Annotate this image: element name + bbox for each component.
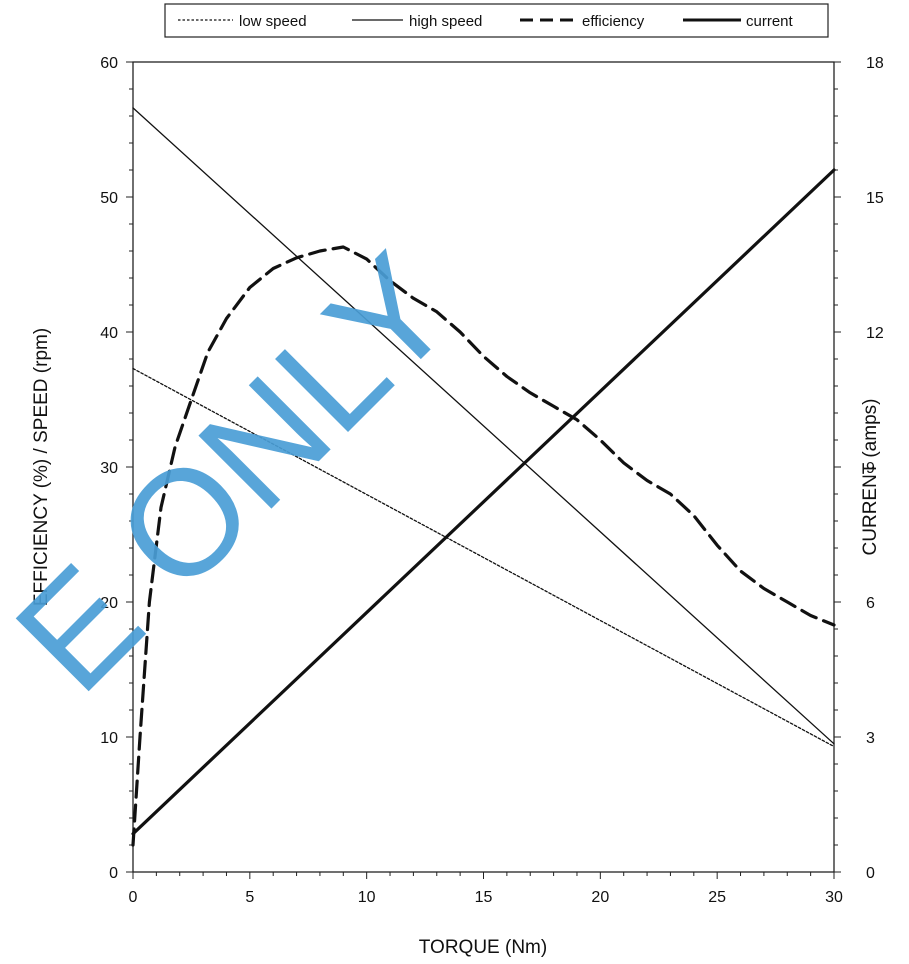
y-left-tick-label: 30 [100, 460, 118, 477]
y-right-tick-label: 15 [866, 190, 884, 207]
legend-label-current: current [746, 13, 794, 30]
axis-ticks [126, 61, 841, 879]
series-line-current [131, 168, 836, 836]
x-tick-label: 10 [358, 889, 376, 906]
series-line-efficiency [131, 245, 836, 847]
y-right-tick-label: 12 [866, 325, 884, 342]
y-left-tick-label: 50 [100, 190, 118, 207]
y-right-tick-label: 3 [866, 730, 875, 747]
series-line-low-speed [132, 367, 835, 748]
legend-label-low-speed: low speed [239, 13, 307, 30]
legend-label-high-speed: high speed [409, 13, 482, 30]
y-left-tick-label: 20 [100, 595, 118, 612]
series-line-high-speed [132, 107, 835, 745]
y-left-tick-label: 0 [109, 865, 118, 882]
legend: low speed high speed efficiency current [164, 3, 829, 38]
y-right-tick-label: 18 [866, 55, 884, 72]
y-left-tick-label: 60 [100, 55, 118, 72]
x-axis-title: TORQUE (Nm) [419, 937, 547, 958]
y-right-tick-label: 9 [866, 460, 875, 477]
x-tick-label: 5 [245, 889, 254, 906]
legend-label-efficiency: efficiency [582, 13, 645, 30]
y-axis-left-title: EFFICIENCY (%) / SPEED (rpm) [31, 328, 52, 606]
x-tick-label: 30 [825, 889, 843, 906]
axis-tick-labels: 0 5 10 15 20 25 30 0 10 20 30 40 50 60 0 3 6 9 12 15 18 [100, 55, 884, 906]
y-axis-right-title: CURRENT (amps) [860, 399, 881, 556]
x-tick-label: 25 [708, 889, 726, 906]
y-right-tick-label: 0 [866, 865, 875, 882]
x-tick-label: 0 [129, 889, 138, 906]
y-left-tick-label: 10 [100, 730, 118, 747]
x-tick-label: 20 [591, 889, 609, 906]
y-right-tick-label: 6 [866, 595, 875, 612]
x-tick-label: 15 [475, 889, 493, 906]
series-layer [131, 107, 836, 847]
y-left-tick-label: 40 [100, 325, 118, 342]
